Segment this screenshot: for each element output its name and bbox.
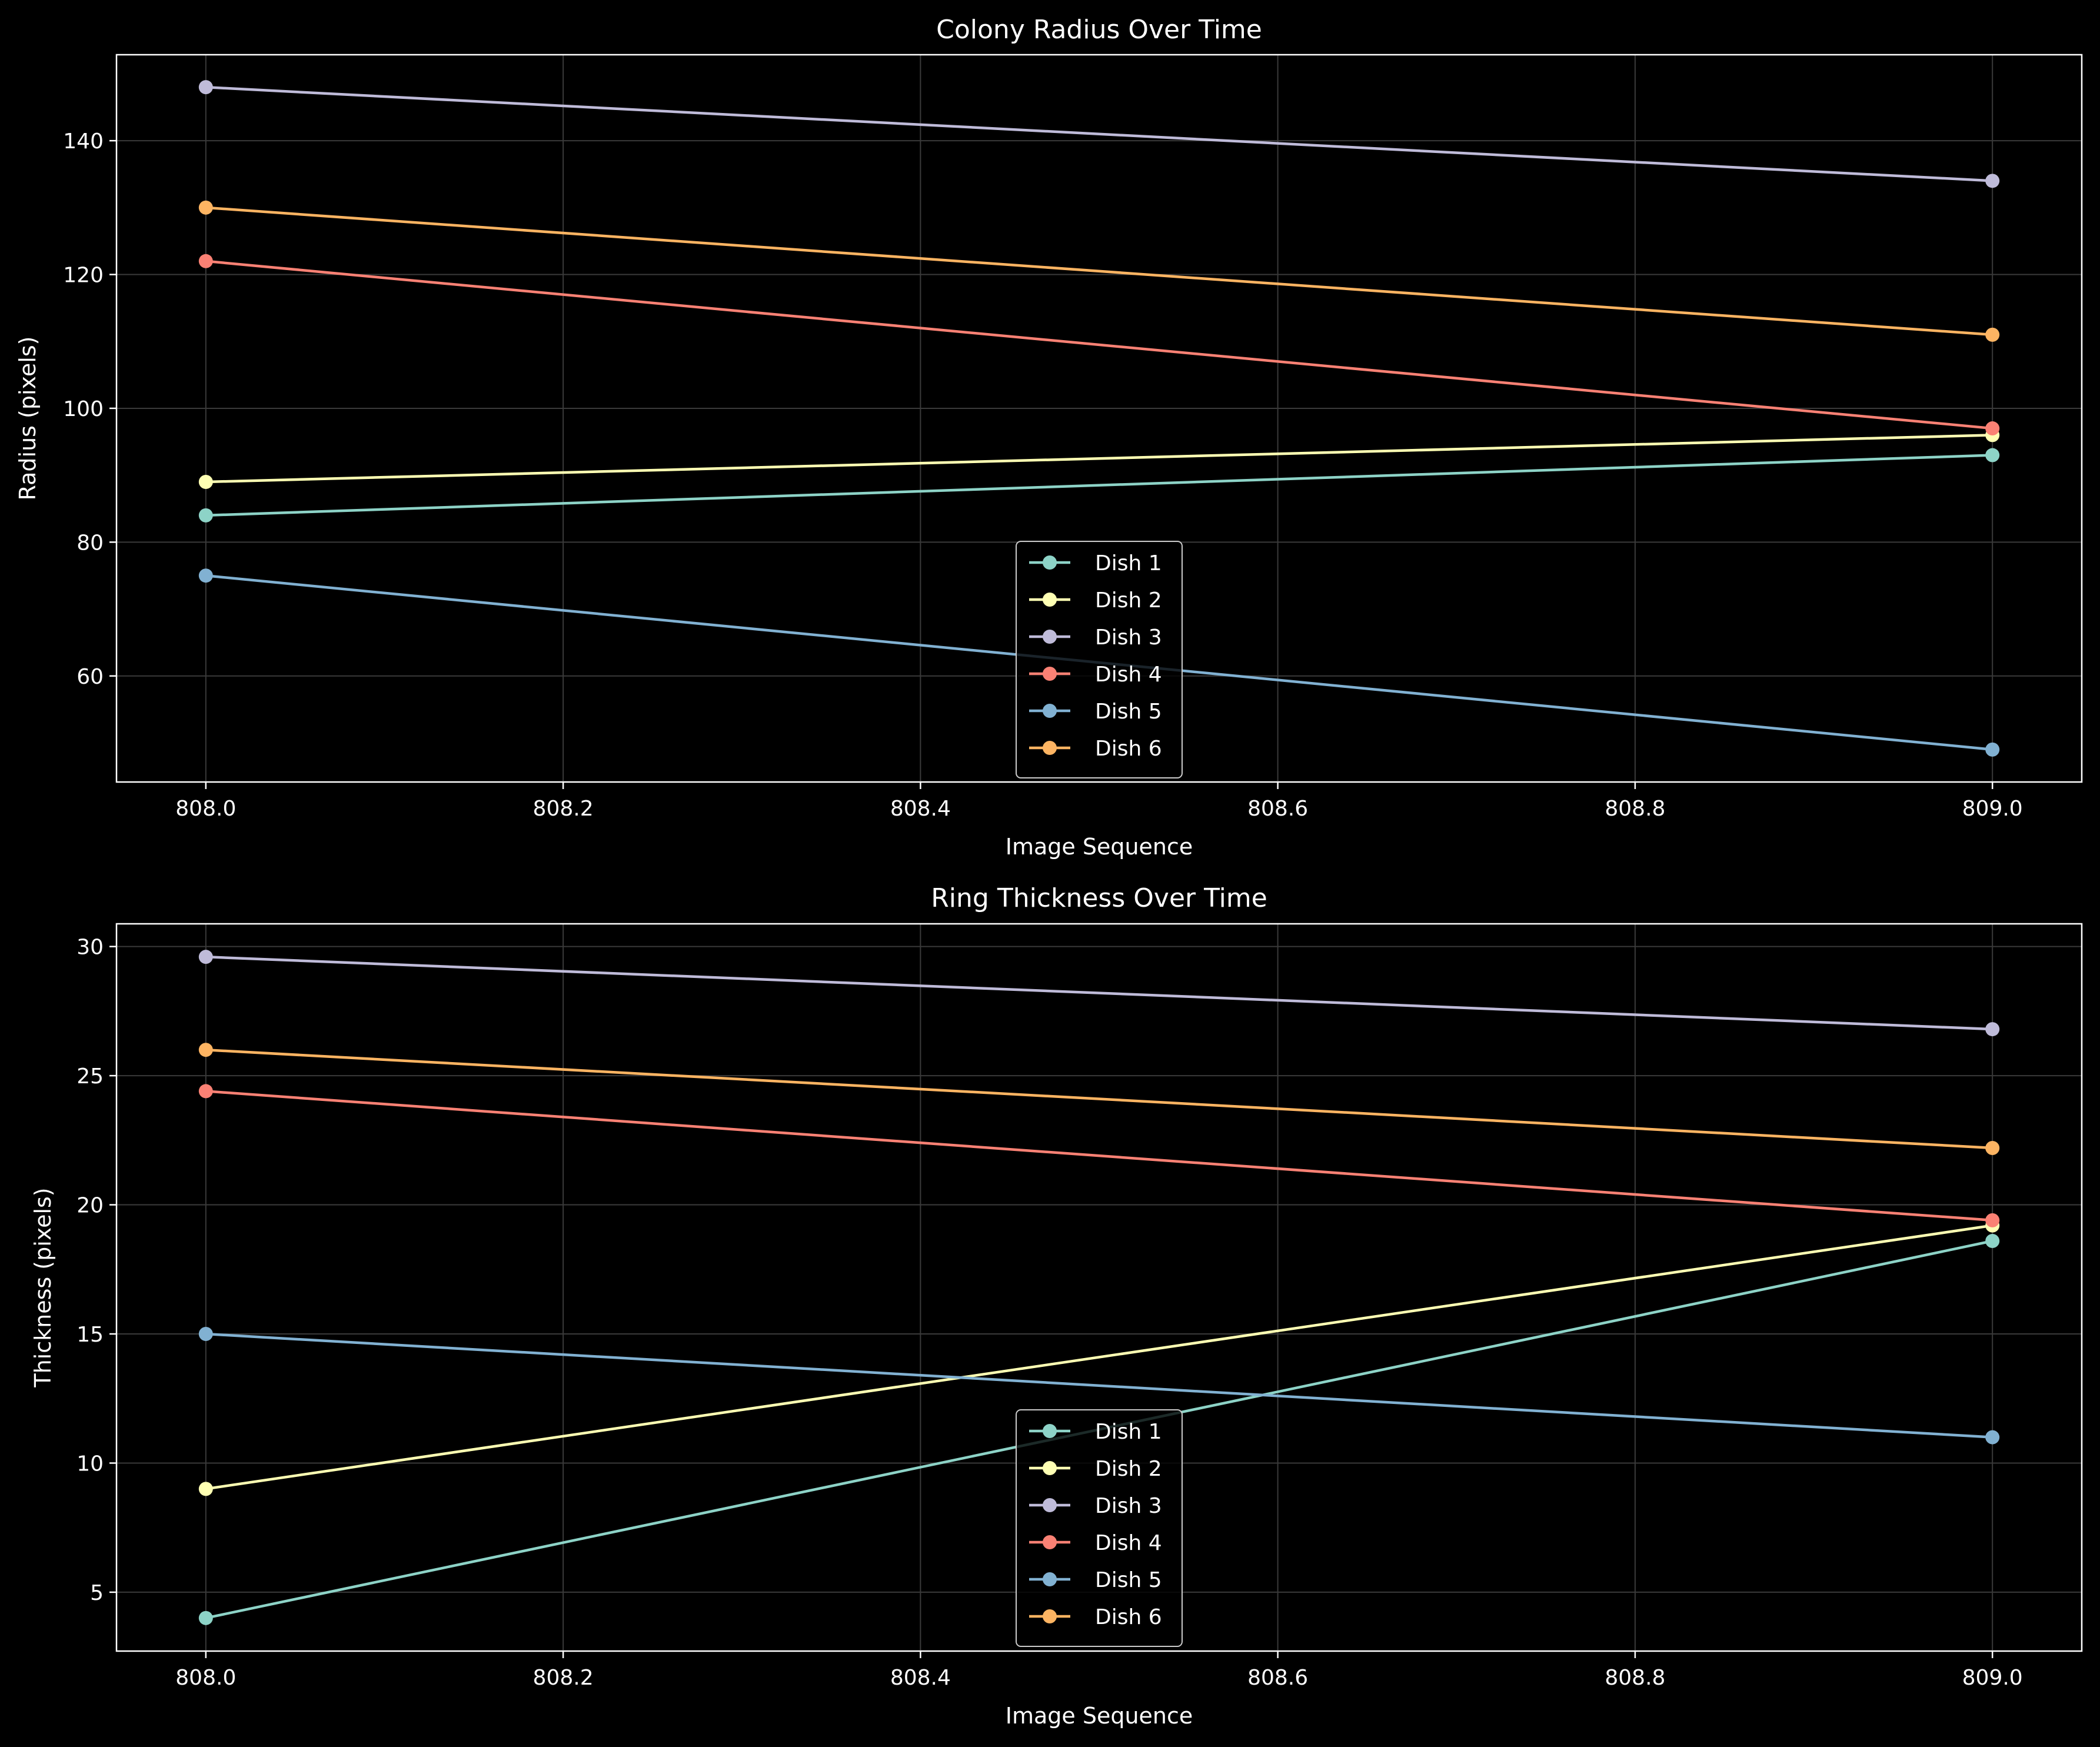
- legend-marker: [1043, 741, 1057, 755]
- legend-label: Dish 1: [1095, 551, 1162, 575]
- data-point: [1985, 327, 2000, 342]
- legend-label: Dish 5: [1095, 1568, 1162, 1592]
- y-tick-label: 25: [76, 1064, 104, 1089]
- x-tick-label: 808.0: [175, 1666, 236, 1690]
- x-tick-label: 808.0: [175, 797, 236, 821]
- legend-marker: [1043, 555, 1057, 570]
- legend-label: Dish 2: [1095, 1457, 1162, 1481]
- series-line: [205, 259, 1993, 430]
- data-point: [198, 475, 213, 490]
- series-line: [205, 85, 1993, 182]
- series-line: [205, 1224, 1993, 1490]
- grid-lines: [117, 55, 2082, 782]
- legend-label: Dish 6: [1095, 1605, 1162, 1629]
- legend-marker: [1043, 630, 1057, 644]
- legend: Dish 1 Dish 2 Dish 3 Dish 4 Dish 5 Dish 6: [1016, 1409, 1183, 1647]
- legend-marker: [1043, 1572, 1057, 1586]
- data-point: [198, 950, 213, 964]
- y-axis-label: Thickness (pixels): [30, 1187, 56, 1387]
- x-tick-label: 808.6: [1247, 797, 1308, 821]
- x-tick-label: 809.0: [1962, 797, 2023, 821]
- data-point: [198, 568, 213, 583]
- data-point: [198, 80, 213, 95]
- chart-title: Colony Radius Over Time: [936, 15, 1262, 45]
- y-tick-label: 20: [76, 1194, 104, 1218]
- x-axis-label: Image Sequence: [1006, 1703, 1193, 1729]
- legend-label: Dish 3: [1095, 1494, 1162, 1518]
- legend-label: Dish 4: [1095, 663, 1162, 687]
- legend-marker: [1043, 1424, 1057, 1438]
- legend-label: Dish 4: [1095, 1531, 1162, 1555]
- data-point: [198, 1610, 213, 1625]
- series-line: [205, 1048, 1993, 1150]
- y-tick-label: 15: [76, 1323, 104, 1347]
- legend-marker: [1043, 1498, 1057, 1512]
- x-tick-label: 808.4: [890, 1666, 951, 1690]
- x-axis: 808.0 808.2 808.4 808.6 808.8 809.0: [175, 782, 2023, 821]
- y-tick-label: 30: [76, 936, 104, 960]
- data-point: [1985, 1140, 2000, 1155]
- data-point: [198, 1482, 213, 1496]
- x-tick-label: 808.8: [1605, 1666, 1665, 1690]
- legend-marker: [1043, 1609, 1057, 1623]
- y-axis-label: Radius (pixels): [15, 337, 41, 501]
- legend-marker: [1043, 704, 1057, 718]
- data-point: [1985, 1022, 2000, 1037]
- y-tick-label: 100: [63, 397, 104, 421]
- y-tick-label: 120: [63, 264, 104, 288]
- data-point: [198, 1084, 213, 1099]
- y-tick-label: 5: [90, 1581, 104, 1605]
- plot-frame: [115, 54, 2083, 783]
- series-line: [205, 206, 1993, 337]
- y-axis: 60 80 100 120 140: [63, 129, 117, 689]
- x-axis: 808.0 808.2 808.4 808.6 808.8 809.0: [175, 1651, 2023, 1690]
- series-line: [205, 955, 1993, 1031]
- legend-marker: [1043, 593, 1057, 607]
- y-tick-label: 80: [76, 531, 104, 555]
- x-tick-label: 808.2: [533, 797, 594, 821]
- data-point: [1985, 174, 2000, 188]
- data-point: [198, 254, 213, 268]
- data-point: [1985, 1430, 2000, 1445]
- legend-marker: [1043, 1461, 1057, 1475]
- chart-title: Ring Thickness Over Time: [931, 883, 1267, 913]
- subplot-radius: 808.0 808.2 808.4 808.6 808.8 809.0 60 80 100 12…: [15, 15, 2083, 860]
- data-point: [1985, 1213, 2000, 1227]
- data-point: [198, 508, 213, 523]
- data-point: [198, 200, 213, 215]
- data-point: [1985, 1233, 2000, 1248]
- series-line: [205, 1090, 1993, 1222]
- subplot-thickness: 808.0 808.2 808.4 808.6 808.8 809.0 5 10 15 20 25…: [30, 883, 2083, 1729]
- series-lines: [198, 80, 2000, 757]
- y-tick-label: 60: [76, 665, 104, 689]
- x-tick-label: 808.4: [890, 797, 951, 821]
- legend-label: Dish 6: [1095, 737, 1162, 761]
- legend-label: Dish 1: [1095, 1420, 1162, 1444]
- y-axis: 5 10 15 20 25 30: [76, 936, 117, 1605]
- series-line: [205, 454, 1993, 517]
- data-point: [1985, 742, 2000, 757]
- legend-label: Dish 5: [1095, 700, 1162, 724]
- series-line: [205, 434, 1993, 484]
- data-point: [198, 1043, 213, 1057]
- x-tick-label: 808.6: [1247, 1666, 1308, 1690]
- legend-marker: [1043, 667, 1057, 681]
- series-line: [205, 1332, 1993, 1439]
- data-point: [1985, 421, 2000, 436]
- data-point: [1985, 448, 2000, 462]
- y-tick-label: 140: [63, 129, 104, 154]
- y-tick-label: 10: [76, 1452, 104, 1476]
- plot-frame: [115, 923, 2083, 1652]
- legend-label: Dish 3: [1095, 625, 1162, 650]
- x-tick-label: 808.8: [1605, 797, 1665, 821]
- legend-label: Dish 2: [1095, 588, 1162, 613]
- x-tick-label: 809.0: [1962, 1666, 2023, 1690]
- series-lines: [198, 950, 2000, 1625]
- x-axis-label: Image Sequence: [1006, 834, 1193, 860]
- legend: Dish 1 Dish 2 Dish 3 Dish 4 Dish 5 Dish 6: [1016, 541, 1183, 778]
- x-tick-label: 808.2: [533, 1666, 594, 1690]
- legend-marker: [1043, 1535, 1057, 1549]
- data-point: [198, 1327, 213, 1342]
